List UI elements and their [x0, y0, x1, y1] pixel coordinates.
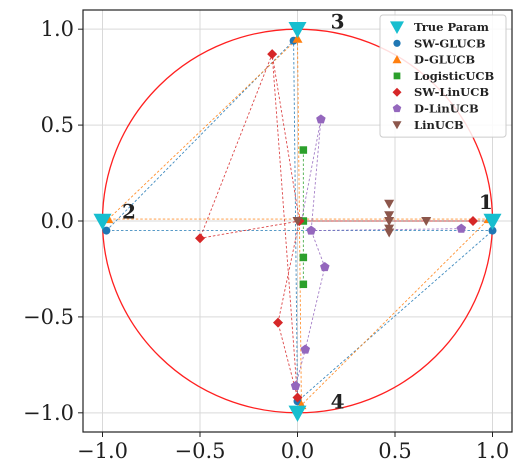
- point-sw-linucb-3: [273, 317, 283, 328]
- point-d-linucb-4: [300, 344, 311, 354]
- point-d-linucb-2: [306, 225, 316, 235]
- legend-label-sw-glucb: SW-GLUCB: [414, 36, 486, 50]
- legend: True Param SW-GLUCB D-GLUCB LogisticUCB SW-L…: [379, 14, 507, 138]
- legend-label-d-linucb: D-LinUCB: [414, 102, 479, 116]
- point-logisticucb-3: [299, 280, 308, 289]
- axis-ticks: −1.0 −0.5 0.0 0.5 1.0 1.0 0.5 0.0 −0.5 −1.0: [23, 17, 509, 461]
- legend-marker-sw-glucb: [393, 39, 401, 47]
- point-true-param-1: [93, 213, 112, 230]
- point-d-linucb-5: [290, 380, 301, 391]
- point-linucb-1: [384, 211, 395, 221]
- point-sw-glucb-0: [488, 226, 497, 235]
- x-tick-label-2: 0.0: [281, 439, 314, 461]
- x-tick-label-0: −1.0: [77, 439, 128, 461]
- path-sw-linucb-0: [199, 52, 473, 398]
- annotation-0: 1: [479, 190, 493, 214]
- legend-marker-linucb: [392, 121, 402, 130]
- x-tick-label-4: 1.0: [476, 439, 509, 461]
- point-d-linucb-0: [456, 223, 467, 233]
- annotation-2: 3: [331, 10, 345, 34]
- point-linucb-2: [384, 217, 395, 226]
- annotation-3: 4: [331, 389, 345, 413]
- legend-marker-sw-linucb: [392, 87, 402, 97]
- point-sw-glucb-1: [102, 226, 111, 235]
- legend-label-logisticucb: LogisticUCB: [414, 69, 495, 83]
- legend-marker-true-param: [390, 21, 404, 34]
- legend-marker-logisticucb: [393, 72, 401, 80]
- point-sw-linucb-0: [468, 216, 478, 226]
- series-markers: [93, 21, 502, 422]
- legend-marker-d-linucb: [392, 104, 402, 113]
- legend-marker-d-glucb: [392, 55, 402, 64]
- point-logisticucb-2: [299, 253, 308, 262]
- annotation-1: 2: [122, 199, 136, 223]
- legend-box: [379, 14, 507, 138]
- point-true-param-2: [288, 21, 307, 39]
- point-linucb-0: [384, 199, 395, 209]
- point-sw-linucb-2: [267, 49, 278, 60]
- y-tick-label-1: 0.5: [41, 113, 74, 137]
- point-d-linucb-1: [316, 114, 326, 124]
- y-tick-label-3: −0.5: [23, 305, 74, 329]
- y-tick-label-0: 1.0: [41, 17, 74, 41]
- y-tick-label-2: 0.0: [41, 209, 74, 233]
- point-linucb-4: [384, 228, 395, 238]
- point-logisticucb-0: [299, 146, 308, 154]
- point-linucb-6: [292, 217, 303, 226]
- legend-label-true-param: True Param: [414, 20, 489, 34]
- point-linucb-5: [421, 217, 432, 226]
- path-d-linucb-1: [295, 119, 326, 387]
- point-true-param-0: [483, 213, 502, 230]
- legend-label-linucb: LinUCB: [414, 118, 464, 132]
- point-sw-linucb-4: [292, 392, 303, 403]
- point-d-linucb-3: [320, 262, 330, 272]
- x-tick-label-1: −0.5: [175, 439, 226, 461]
- annotations: 1 2 3 4: [122, 10, 493, 414]
- point-d-glucb-2: [292, 33, 303, 43]
- legend-label-sw-linucb: SW-LinUCB: [414, 85, 489, 99]
- point-sw-linucb-1: [195, 233, 205, 244]
- y-tick-label-4: −1.0: [23, 401, 74, 425]
- point-true-param-3: [288, 405, 307, 422]
- x-tick-label-3: 0.5: [378, 439, 411, 461]
- legend-label-d-glucb: D-GLUCB: [414, 53, 475, 67]
